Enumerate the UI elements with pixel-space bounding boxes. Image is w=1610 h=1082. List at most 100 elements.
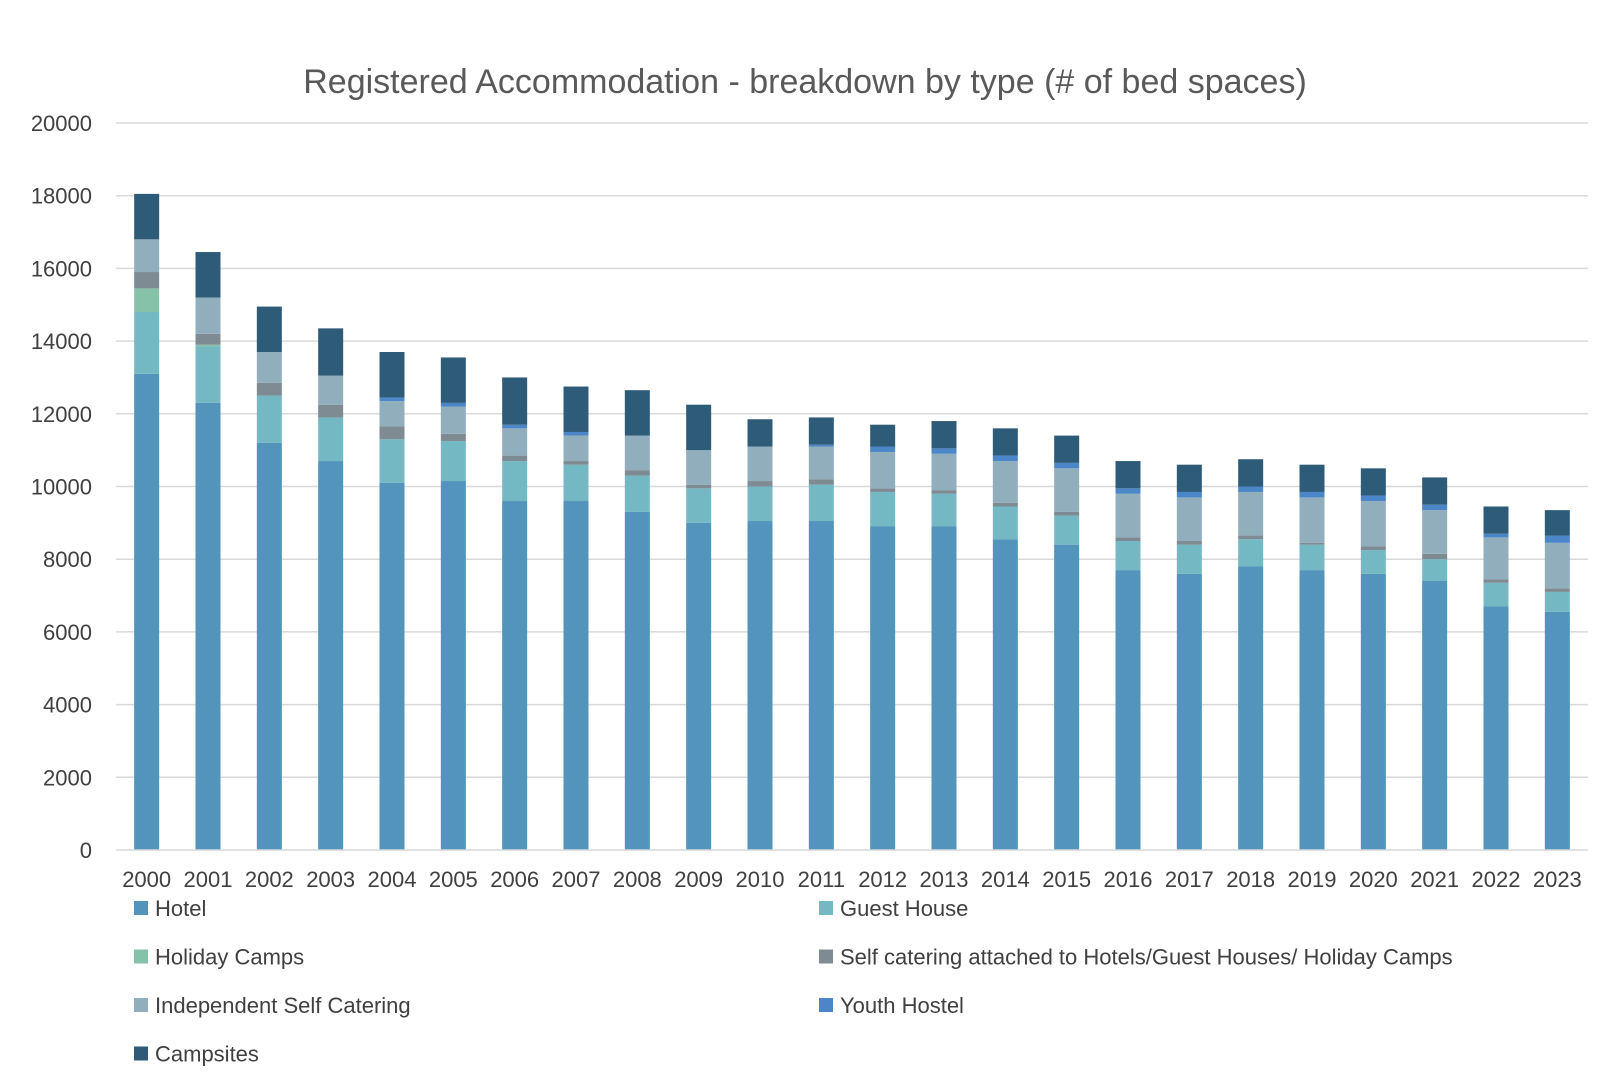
bar-segment [1300, 465, 1325, 492]
bar-segment [134, 312, 159, 374]
legend-label: Youth Hostel [840, 993, 964, 1018]
bar-segment [441, 407, 466, 434]
bar-segment [257, 307, 282, 352]
bar-segment [1484, 583, 1509, 607]
x-tick-label: 2000 [122, 867, 171, 892]
bar-segment [1177, 545, 1202, 574]
bar-segment [564, 436, 589, 461]
bar-segment [932, 454, 957, 490]
bar-segment [1177, 492, 1202, 497]
bar-segment [1422, 510, 1447, 554]
legend-label: Hotel [155, 896, 206, 921]
bar-segment [1300, 570, 1325, 850]
bar-segment [625, 390, 650, 435]
legend-label: Holiday Camps [155, 945, 304, 970]
bar-segment [257, 443, 282, 850]
bar-segment [380, 439, 405, 483]
bar-segment [686, 450, 711, 485]
bar-segment [625, 436, 650, 471]
y-tick-label: 0 [80, 838, 92, 863]
y-tick-label: 12000 [31, 402, 92, 427]
bar-segment [932, 421, 957, 448]
bar-segment [1361, 496, 1386, 501]
bar-segment [993, 456, 1018, 461]
bar-segment [1484, 537, 1509, 579]
bar-segment [564, 387, 589, 432]
bar-segment [318, 328, 343, 375]
y-tick-label: 14000 [31, 329, 92, 354]
bar-segment [1422, 505, 1447, 510]
bar-segment [1545, 510, 1570, 535]
legend-item: Campsites [134, 1042, 259, 1067]
legend-label: Self catering attached to Hotels/Guest H… [840, 945, 1453, 970]
legend-swatch [819, 950, 833, 964]
bar-segment [502, 461, 527, 501]
bar-segment [932, 448, 957, 453]
x-tick-label: 2009 [674, 867, 723, 892]
y-tick-label: 18000 [31, 184, 92, 209]
bar-segment [380, 483, 405, 850]
bar-segment [564, 501, 589, 850]
bar-segment [1238, 539, 1263, 566]
bar-segment [1054, 463, 1079, 468]
bar-segment [932, 494, 957, 527]
x-tick-label: 2014 [981, 867, 1030, 892]
bar-segment [1054, 436, 1079, 463]
legend-item: Hotel [134, 896, 206, 921]
x-tick-label: 2010 [736, 867, 785, 892]
bar-segment [257, 383, 282, 396]
bar-segment [502, 428, 527, 455]
bar-segment [686, 485, 711, 489]
bar-segment [809, 521, 834, 850]
bar-segment [1238, 492, 1263, 536]
bar-segment [502, 501, 527, 850]
bar-segment [625, 512, 650, 850]
x-tick-label: 2017 [1165, 867, 1214, 892]
bar-segment [1545, 588, 1570, 592]
bar-segment [1238, 536, 1263, 540]
bar-segment [686, 488, 711, 523]
bar-segment [1361, 468, 1386, 495]
bar-segment [686, 523, 711, 850]
legend-item: Guest House [819, 896, 968, 921]
bar-segment [134, 288, 159, 312]
bar-segment [502, 425, 527, 429]
y-axis-tick-labels: 0 2000 4000 6000 8000 10000 12000 14000 16000 180… [31, 111, 92, 863]
bar-segment [1361, 574, 1386, 850]
bar-segment [870, 526, 895, 850]
bar-segment [1116, 461, 1141, 488]
bar-segment [1054, 512, 1079, 516]
bar-segment [1116, 488, 1141, 493]
bar-segment [318, 405, 343, 418]
legend-swatch [134, 950, 148, 964]
bar-segment [1177, 465, 1202, 492]
bar-segment [993, 506, 1018, 539]
bar-segment [932, 526, 957, 850]
bar-segment [625, 470, 650, 475]
x-tick-label: 2021 [1410, 867, 1459, 892]
bar-segment [625, 476, 650, 512]
bar-segment [441, 403, 466, 407]
bar-segment [1300, 543, 1325, 545]
bar-segment [196, 345, 221, 347]
bar-segment [1484, 606, 1509, 850]
bar-segment [564, 465, 589, 501]
bar-segment [134, 374, 159, 850]
bar-segment [1177, 541, 1202, 545]
bar-segment [1238, 459, 1263, 486]
y-tick-label: 4000 [43, 693, 92, 718]
bar-segment [380, 397, 405, 401]
bar-segment [196, 297, 221, 333]
x-tick-label: 2007 [552, 867, 601, 892]
x-tick-label: 2002 [245, 867, 294, 892]
bar-segment [809, 447, 834, 480]
bar-segment [134, 194, 159, 239]
legend-swatch [134, 901, 148, 915]
bar-segment [1484, 579, 1509, 583]
bar-segment [870, 452, 895, 488]
bar-segment [993, 539, 1018, 850]
legend-label: Campsites [155, 1042, 259, 1067]
bar-segment [809, 485, 834, 521]
